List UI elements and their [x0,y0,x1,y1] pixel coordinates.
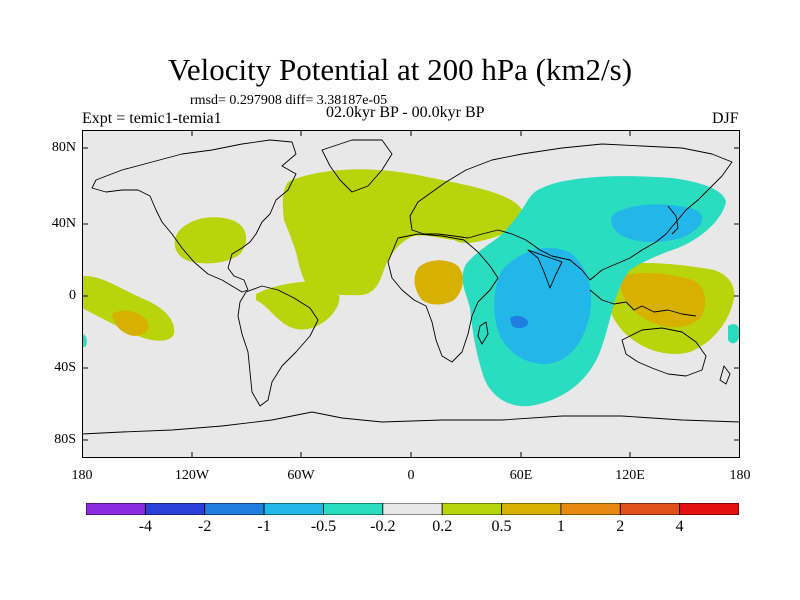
anomaly-core-maritime [620,273,706,328]
anomaly-core-east-asia [611,204,703,242]
colorbar-label: -2 [198,518,212,535]
colorbar-swatch [144,503,206,515]
lon-ticks [191,130,631,458]
coast-africa [387,233,499,363]
colorbar-label: 4 [675,518,684,535]
colorbar-swatch [204,503,265,515]
coast-japan [667,205,679,235]
colorbar-label: 0.2 [432,518,453,535]
anomaly-core-pacific [112,310,149,336]
lon-label-60e: 60E [509,468,533,483]
experiment-label: Expt = temic1-temia1 [82,110,222,127]
positive-anomaly-regions [82,169,735,355]
colorbar-swatch [441,503,502,515]
lat-label-80n: 80N [51,140,76,155]
coast-india [527,249,563,289]
coast-eurasia [409,143,733,281]
coast-madagascar [477,321,489,345]
anomaly-region-south-atlantic [256,281,340,330]
lon-label-180w: 180 [71,468,93,483]
lon-label-60w: 60W [287,468,315,483]
coast-maritime [589,289,697,317]
colorbar-swatch [679,503,739,515]
colorbar-label: -0.2 [370,518,396,535]
anomaly-core-africa [414,260,463,305]
period-label: 02.0kyr BP - 00.0kyr BP [326,104,485,121]
colorbar-swatch [86,503,146,515]
anomaly-region-east-pacific [728,324,740,344]
coast-south-america [237,285,319,407]
chart-title: Velocity Potential at 200 hPa (km2/s) [167,52,633,87]
map-panel [82,130,740,458]
colorbar-swatch [382,503,443,515]
anomaly-core-indian-ocean [494,247,592,364]
colorbar-swatch [323,503,384,515]
lat-label-80s: 80S [54,432,76,447]
lat-label-0: 0 [69,288,76,303]
coast-antarctica [82,411,740,435]
negative-anomaly-regions [82,176,740,407]
colorbar-label: 1 [556,518,565,535]
anomaly-region-north-america [174,217,247,264]
colorbar-swatch [619,503,681,515]
stats-text: rmsd= 0.297908 diff= 3.38187e-05 [190,93,388,108]
colorbar [86,503,739,515]
colorbar-label: 2 [616,518,625,535]
colorbar-swatch [501,503,562,515]
season-label: DJF [712,110,739,127]
lat-ticks [82,147,740,441]
lon-label-180e: 180 [729,468,751,483]
anomaly-region-west-edge [82,334,87,348]
coast-australia [621,327,707,377]
colorbar-swatch [560,503,621,515]
colorbar-label: 0.5 [491,518,512,535]
anomaly-region-pacific-west [82,275,175,341]
coast-north-america [91,139,297,293]
anomaly-region-atlantic [282,169,523,296]
coastlines [82,139,740,435]
lon-label-0: 0 [407,468,415,483]
lat-label-40n: 40N [51,216,76,231]
anomaly-min-indian-ocean [510,315,528,329]
lat-label-40s: 40S [54,360,76,375]
lon-label-120e: 120E [615,468,645,483]
colorbar-swatch [263,503,324,515]
lon-label-120w: 120W [174,468,210,483]
colorbar-label: -1 [257,518,271,535]
coast-new-zealand [719,365,731,385]
coast-greenland [321,139,393,193]
colorbar-label: -4 [138,518,153,535]
colorbar-label: -0.5 [310,518,337,535]
